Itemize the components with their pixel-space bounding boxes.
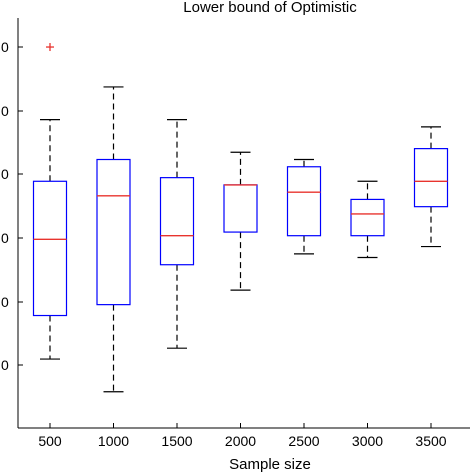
x-tick-label: 3000: [352, 433, 383, 449]
box-2500: [286, 158, 322, 255]
iqr-box: [350, 198, 385, 237]
x-tick-label: 1000: [98, 433, 129, 449]
y-tick-label: 0: [1, 39, 9, 55]
y-axis: 0 0 0 0 0 0: [1, 39, 23, 373]
y-tick-label: 0: [1, 230, 9, 246]
x-tick-label: 2000: [225, 433, 256, 449]
x-tick-label: 2500: [288, 433, 319, 449]
iqr-box: [159, 177, 195, 266]
x-tick-label: 3500: [415, 433, 446, 449]
x-axis-label: Sample size: [229, 456, 311, 473]
x-tick-label: 1500: [161, 433, 192, 449]
x-tick-label: 500: [38, 433, 62, 449]
iqr-box: [32, 180, 68, 317]
iqr-box: [286, 166, 322, 237]
box-1000: [96, 86, 131, 393]
y-tick-label: 0: [1, 357, 9, 373]
y-tick-label: 0: [1, 166, 9, 182]
box-2000: [223, 151, 258, 291]
chart-title: Lower bound of Optimistic: [183, 0, 357, 16]
iqr-box: [223, 184, 258, 233]
y-tick-label: 0: [1, 294, 9, 310]
box-3500: [413, 126, 449, 248]
box-3000: [350, 180, 385, 259]
iqr-box: [413, 148, 449, 208]
x-axis: 500 1000 1500 2000 2500 3000 3500: [38, 423, 447, 449]
box-500: [32, 43, 68, 360]
iqr-box: [96, 158, 131, 306]
plot-area: [17, 18, 470, 429]
box-1500: [159, 118, 195, 349]
y-tick-label: 0: [1, 103, 9, 119]
